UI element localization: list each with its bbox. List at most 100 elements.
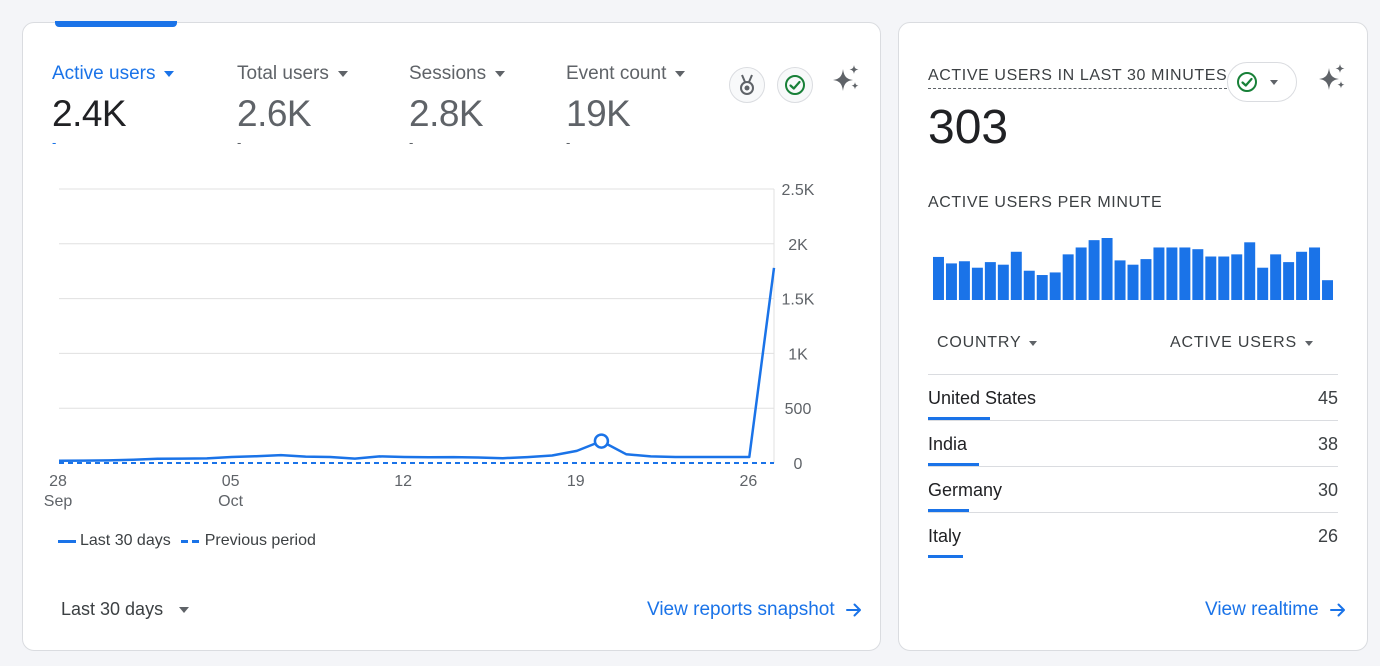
metric-active-users-selector[interactable]: Active users	[52, 63, 175, 85]
y-tick-label: 1K	[788, 346, 808, 363]
minute-bar[interactable]	[1322, 280, 1333, 300]
metric-sessions[interactable]: Sessions 2.8K -	[409, 63, 506, 149]
active-users-column-header[interactable]: ACTIVE USERS	[1170, 334, 1313, 352]
x-tick-label: 28	[49, 473, 67, 490]
highlight-point[interactable]	[593, 433, 610, 449]
metric-active-users[interactable]: Active users 2.4K -	[52, 63, 175, 150]
overview-card: Active users 2.4K - Total users 2.6K - S…	[22, 21, 881, 651]
country-users: 38	[1317, 434, 1338, 454]
per-minute-title: ACTIVE USERS PER MINUTE	[928, 194, 1163, 211]
minute-bar[interactable]	[933, 256, 944, 300]
country-column-header[interactable]: COUNTRY	[937, 334, 1038, 352]
minute-bar[interactable]	[1075, 247, 1087, 300]
metric-total-users[interactable]: Total users 2.6K -	[237, 63, 348, 149]
minute-bar[interactable]	[1153, 247, 1165, 300]
minute-bar[interactable]	[1010, 251, 1022, 300]
minute-bar[interactable]	[1270, 254, 1282, 300]
metric-value: 2.8K	[409, 93, 484, 134]
sparkle-icon[interactable]	[831, 64, 861, 94]
minute-bar[interactable]	[1192, 249, 1204, 300]
minute-bar[interactable]	[1049, 272, 1061, 300]
minute-bar[interactable]	[1140, 259, 1152, 300]
minute-bar[interactable]	[1218, 256, 1230, 300]
minute-bar[interactable]	[971, 267, 983, 300]
country-share-bar	[928, 417, 990, 420]
table-row: Germany 30	[928, 466, 1338, 512]
metric-label: Sessions	[409, 63, 487, 84]
metric-label: Active users	[52, 63, 156, 84]
metric-event-count-selector[interactable]: Event count	[566, 63, 686, 85]
table-row: Italy 26	[928, 512, 1338, 558]
caret-down-icon	[179, 606, 190, 613]
minute-bar[interactable]	[1127, 264, 1139, 300]
caret-down-icon	[164, 71, 175, 77]
metric-total-users-selector[interactable]: Total users	[237, 63, 348, 85]
metric-change: -	[52, 135, 57, 150]
minute-bar[interactable]	[997, 264, 1009, 300]
minute-bar[interactable]	[1023, 270, 1035, 300]
chart-series	[58, 267, 776, 464]
caret-down-icon	[675, 71, 686, 77]
minute-bar[interactable]	[1062, 254, 1074, 300]
view-reports-snapshot-link[interactable]: View reports snapshot	[647, 599, 863, 621]
x-tick-label: 12	[394, 473, 412, 490]
active-users-header-label: ACTIVE USERS	[1170, 334, 1297, 351]
caret-down-icon	[495, 71, 506, 77]
x-tick-label: 19	[567, 473, 585, 490]
minute-bar[interactable]	[1231, 254, 1243, 300]
minute-bar[interactable]	[945, 263, 957, 300]
arrow-right-icon	[845, 603, 861, 617]
minute-bar[interactable]	[1114, 260, 1126, 300]
medal-icon-graphic	[740, 74, 754, 95]
minute-bar[interactable]	[1309, 247, 1321, 300]
caret-down-icon	[1270, 79, 1278, 85]
minute-bar[interactable]	[984, 262, 996, 300]
caret-down-icon	[1029, 340, 1038, 346]
caret-down-icon	[337, 71, 348, 77]
date-range-select[interactable]: Last 30 days	[61, 599, 190, 620]
minute-bar[interactable]	[1244, 242, 1256, 300]
realtime-active-users-value: 303	[928, 101, 1009, 154]
x-tick-month-label: Oct	[218, 493, 243, 510]
metric-sessions-selector[interactable]: Sessions	[409, 63, 506, 85]
minute-bar[interactable]	[1101, 238, 1113, 300]
medal-icon[interactable]	[729, 67, 765, 103]
minute-bar[interactable]	[1088, 240, 1100, 300]
y-tick-label: 1.5K	[782, 292, 815, 309]
country-name: Italy	[928, 526, 962, 546]
minute-bar[interactable]	[1205, 256, 1217, 300]
realtime-title[interactable]: ACTIVE USERS IN LAST 30 MINUTES	[928, 67, 1228, 89]
minute-bar[interactable]	[1296, 251, 1308, 300]
last-30-days-line	[58, 267, 776, 463]
minute-bar[interactable]	[1166, 247, 1178, 300]
country-name: Germany	[928, 480, 1003, 500]
view-realtime-link[interactable]: View realtime	[1205, 599, 1347, 621]
caret-down-icon	[1305, 340, 1313, 346]
arrow-right-icon	[1329, 603, 1345, 617]
legend-current-label: Last 30 days	[80, 532, 171, 549]
realtime-insights-dropdown[interactable]	[1227, 62, 1297, 102]
legend-previous-label: Previous period	[204, 532, 316, 549]
minute-bar[interactable]	[958, 261, 970, 300]
chart-x-axis: 28 Sep 05 Oct 12 19 26	[44, 473, 758, 510]
insights-check-icon[interactable]	[777, 67, 813, 103]
minute-bar[interactable]	[1179, 247, 1191, 300]
metric-change: -	[566, 135, 571, 150]
minute-bar[interactable]	[1257, 267, 1269, 300]
metric-value: 19K	[566, 93, 631, 134]
country-name: United States	[928, 388, 1037, 408]
country-users: 26	[1317, 526, 1338, 546]
date-range-label: Last 30 days	[61, 599, 164, 619]
minute-bar[interactable]	[1036, 275, 1048, 300]
active-tab-indicator	[55, 21, 177, 27]
metric-event-count[interactable]: Event count 19K -	[566, 63, 686, 150]
country-share-bar	[928, 509, 969, 512]
y-tick-label: 0	[794, 456, 803, 473]
y-tick-label: 2.5K	[782, 182, 815, 199]
minute-bar[interactable]	[1283, 262, 1295, 300]
check-circle-icon	[1237, 72, 1257, 92]
country-users: 30	[1317, 480, 1338, 500]
country-users: 45	[1317, 388, 1338, 408]
view-realtime-label: View realtime	[1205, 599, 1319, 620]
sparkle-icon[interactable]	[1317, 63, 1347, 93]
